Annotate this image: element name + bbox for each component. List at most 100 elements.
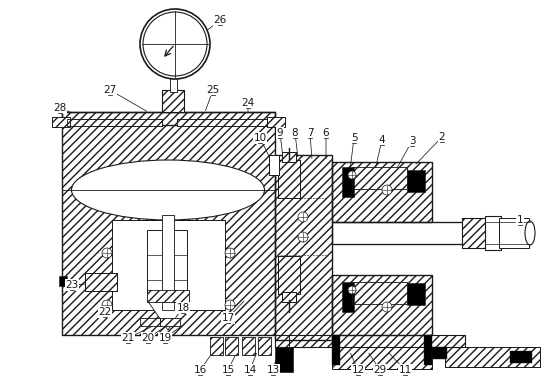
Bar <box>160 318 180 326</box>
Bar <box>160 318 180 326</box>
Text: 17: 17 <box>221 313 234 323</box>
Bar <box>242 337 255 355</box>
Bar <box>352 167 407 189</box>
Bar <box>162 215 174 310</box>
Bar <box>170 67 177 92</box>
Text: 4: 4 <box>379 135 385 145</box>
Bar <box>342 167 354 197</box>
Circle shape <box>140 9 210 79</box>
Bar <box>269 155 279 175</box>
Circle shape <box>348 286 356 294</box>
Bar <box>62 112 275 335</box>
Polygon shape <box>147 300 187 330</box>
Text: 12: 12 <box>351 365 364 375</box>
Bar <box>269 155 279 175</box>
Bar <box>332 335 340 365</box>
Bar <box>275 335 465 347</box>
Text: 16: 16 <box>194 365 207 375</box>
Text: 15: 15 <box>221 365 234 375</box>
Ellipse shape <box>525 221 535 245</box>
Bar <box>332 162 432 222</box>
Bar <box>332 222 510 244</box>
Bar <box>225 337 238 355</box>
Bar <box>352 282 407 304</box>
Text: 22: 22 <box>98 307 112 317</box>
Bar <box>140 318 160 326</box>
Text: 26: 26 <box>213 15 227 25</box>
Bar <box>282 152 296 162</box>
Bar <box>85 273 117 291</box>
Bar <box>485 216 501 250</box>
Bar <box>275 155 332 340</box>
Bar <box>342 282 354 312</box>
Bar <box>462 218 487 248</box>
Text: 23: 23 <box>65 280 79 290</box>
Bar <box>225 337 238 355</box>
Bar <box>258 337 271 355</box>
Ellipse shape <box>71 160 264 220</box>
Circle shape <box>225 248 235 258</box>
Text: 8: 8 <box>291 128 298 138</box>
Text: 29: 29 <box>373 365 387 375</box>
Bar <box>210 337 223 355</box>
Bar <box>352 167 407 189</box>
Text: 6: 6 <box>323 128 330 138</box>
Text: 2: 2 <box>439 132 445 142</box>
Text: 7: 7 <box>307 128 314 138</box>
Bar <box>147 230 187 300</box>
Bar <box>62 112 275 125</box>
Bar <box>332 347 432 369</box>
Bar <box>278 256 300 294</box>
Bar <box>352 282 407 304</box>
Text: 13: 13 <box>267 365 280 375</box>
Circle shape <box>298 232 308 242</box>
Bar <box>62 112 275 125</box>
Bar <box>147 290 189 302</box>
Bar <box>275 347 293 372</box>
Bar <box>112 220 225 310</box>
Bar <box>282 292 296 302</box>
Bar <box>332 275 432 335</box>
Bar <box>67 119 162 126</box>
Bar <box>432 347 447 359</box>
Text: 5: 5 <box>351 133 357 143</box>
Text: 14: 14 <box>243 365 257 375</box>
Circle shape <box>382 185 392 195</box>
Bar <box>275 335 465 347</box>
Bar <box>177 119 267 126</box>
Bar <box>267 117 285 127</box>
Circle shape <box>348 171 356 179</box>
Bar <box>52 117 70 127</box>
Bar <box>59 276 67 286</box>
Bar <box>210 337 223 355</box>
Circle shape <box>225 300 235 310</box>
Circle shape <box>102 248 112 258</box>
Bar <box>445 347 540 367</box>
Bar <box>62 112 275 335</box>
Bar <box>282 292 296 302</box>
Bar <box>67 119 162 126</box>
Bar <box>147 290 189 302</box>
Text: 9: 9 <box>276 128 283 138</box>
Bar <box>278 256 300 294</box>
Circle shape <box>102 300 112 310</box>
Bar <box>424 335 432 365</box>
Bar <box>510 351 532 363</box>
Circle shape <box>382 302 392 312</box>
Bar <box>445 347 540 367</box>
Text: 3: 3 <box>409 136 415 146</box>
Text: 1: 1 <box>517 215 523 225</box>
Bar <box>162 215 174 310</box>
Bar <box>407 283 425 305</box>
Bar <box>282 152 296 162</box>
Bar <box>407 170 425 192</box>
Bar <box>278 160 300 198</box>
Text: 21: 21 <box>121 333 134 343</box>
Text: 27: 27 <box>103 85 117 95</box>
Bar <box>275 155 332 340</box>
Bar <box>140 318 160 326</box>
Text: 11: 11 <box>398 365 411 375</box>
Circle shape <box>143 12 207 76</box>
Bar <box>162 90 184 112</box>
Bar <box>462 218 487 248</box>
